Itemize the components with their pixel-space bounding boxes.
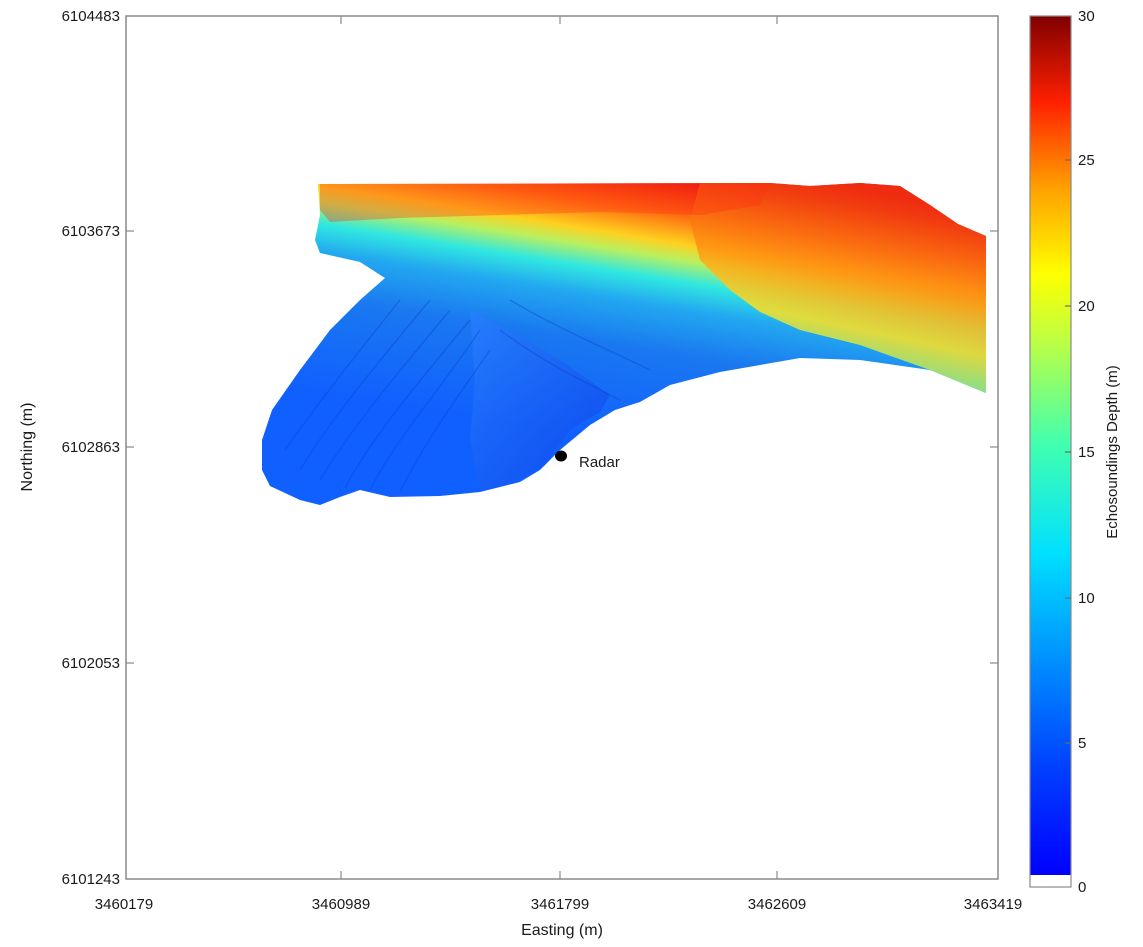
- radar-annotation: Radar: [555, 450, 620, 471]
- y-tick-label: 6102053: [62, 655, 120, 672]
- radar-label: Radar: [579, 454, 620, 471]
- x-tick-labels: 3460179 3460989 3461799 3462609 3463419: [95, 896, 1022, 913]
- colorbar-tick-label: 30: [1078, 8, 1095, 25]
- shallow-shoal-region: [470, 310, 610, 490]
- x-tick-label: 3461799: [531, 896, 589, 913]
- deep-eastern-region: [690, 183, 986, 393]
- colorbar-tick-label: 0: [1078, 879, 1086, 896]
- x-tick-label: 3460989: [312, 896, 370, 913]
- colorbar-gradient: [1030, 16, 1071, 875]
- y-tick-label: 6102863: [62, 439, 120, 456]
- colorbar-tick-labels: 30 25 20 15 10 5 0: [1078, 8, 1095, 896]
- colorbar-tick-label: 15: [1078, 444, 1095, 461]
- colorbar-tick-label: 20: [1078, 298, 1095, 315]
- colorbar-tick-label: 25: [1078, 152, 1095, 169]
- colorbar-tick-label: 5: [1078, 735, 1086, 752]
- x-tick-label: 3460179: [95, 896, 153, 913]
- y-tick-label: 6101243: [62, 871, 120, 888]
- x-tick-label: 3463419: [964, 896, 1022, 913]
- bathymetry-heatmap: [262, 183, 986, 505]
- colorbar-tick-label: 10: [1078, 590, 1095, 607]
- colorbar: 30 25 20 15 10 5 0 Echosoundings Depth (…: [1029, 8, 1121, 896]
- y-tick-labels: 6104483 6103673 6102863 6102053 6101243: [62, 8, 120, 888]
- axis-ticks: [126, 16, 998, 879]
- x-axis-label: Easting (m): [521, 922, 603, 939]
- y-axis-label: Northing (m): [19, 403, 36, 492]
- colorbar-zero-band: [1030, 875, 1071, 887]
- seabed-ripples: [284, 299, 651, 493]
- radar-marker: [555, 450, 567, 462]
- x-tick-label: 3462609: [748, 896, 806, 913]
- deep-northern-strip: [320, 183, 770, 222]
- y-tick-label: 6104483: [62, 8, 120, 25]
- colorbar-label: Echosoundings Depth (m): [1104, 365, 1121, 538]
- y-tick-label: 6103673: [62, 223, 120, 240]
